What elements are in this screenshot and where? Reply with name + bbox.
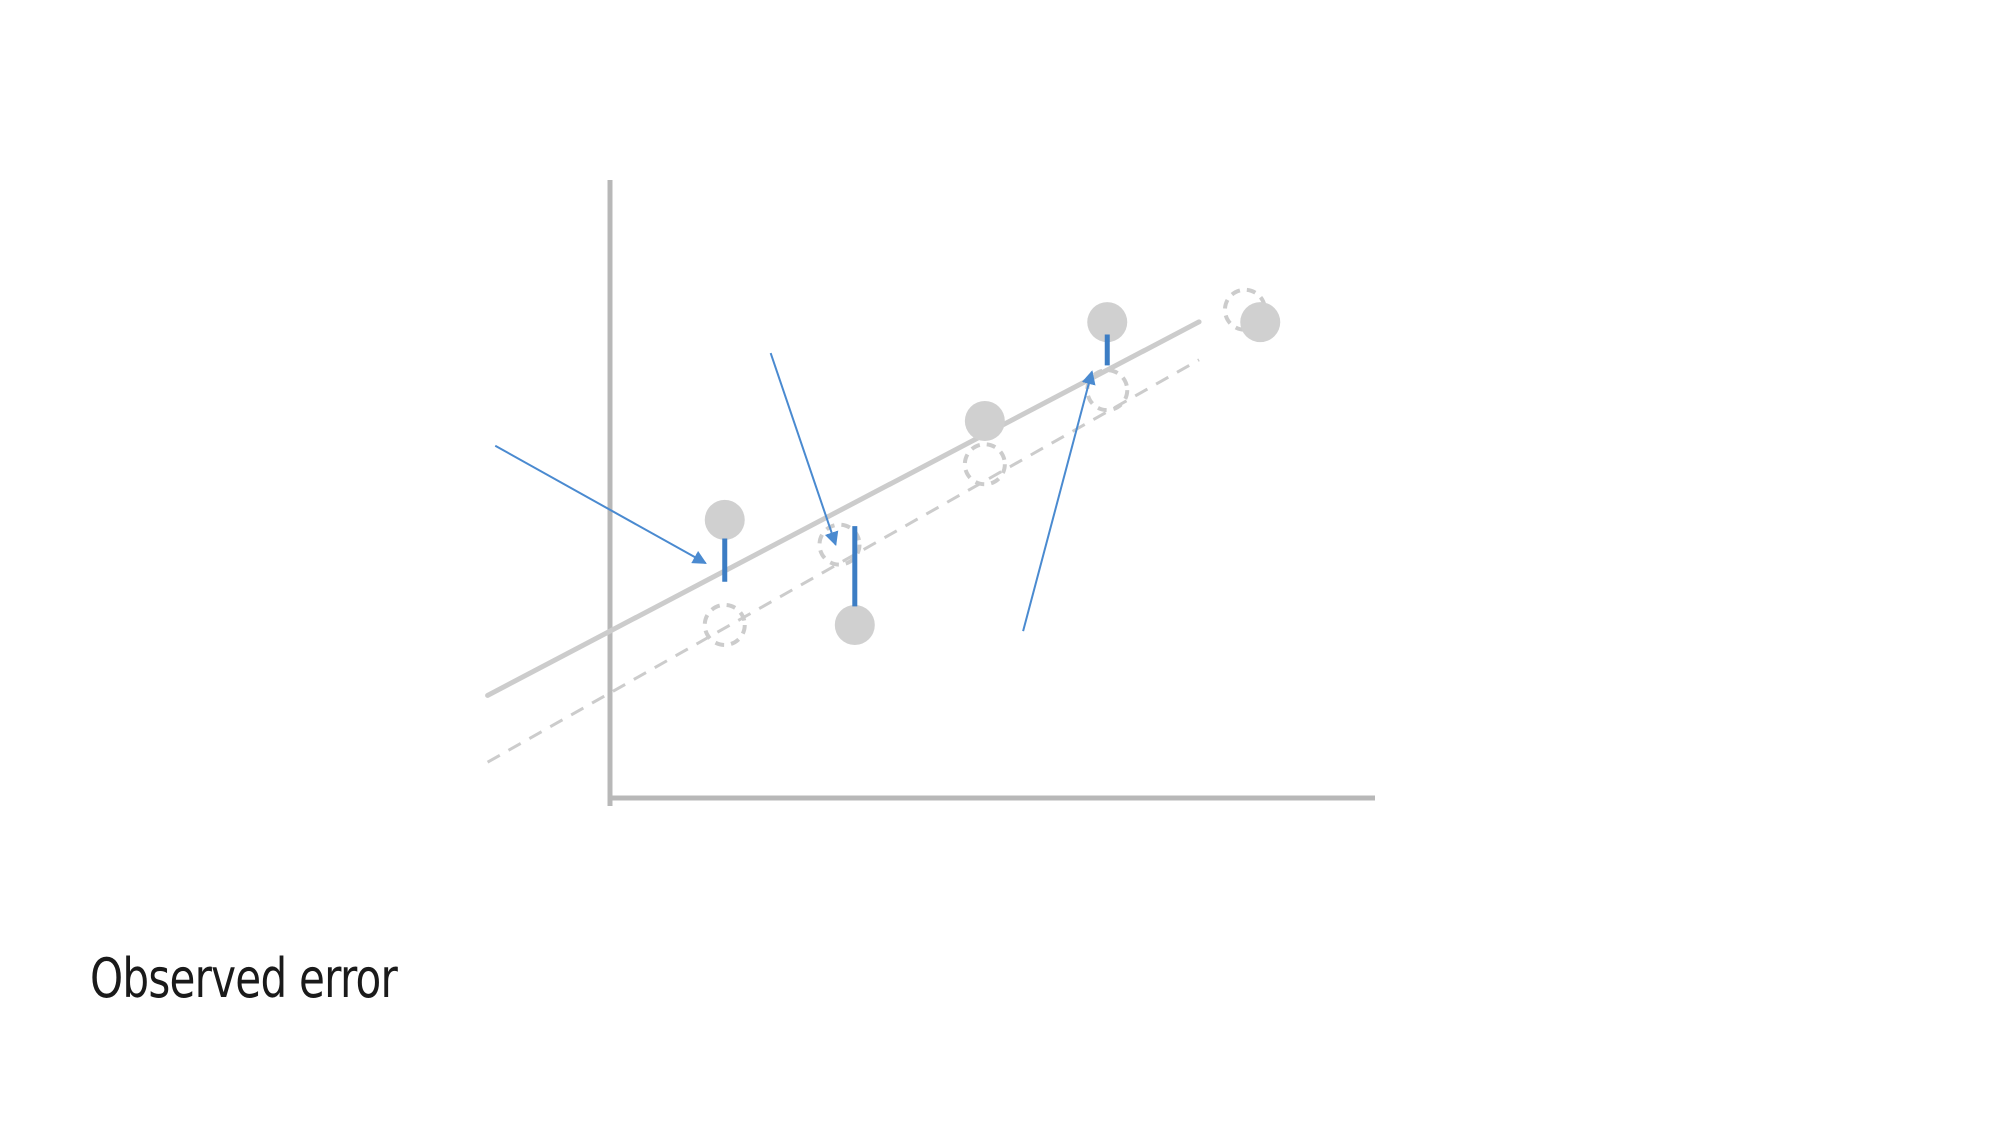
annotation-arrow-2 xyxy=(769,352,839,546)
slide-caption: Observed error xyxy=(90,947,398,1010)
observed-point-4 xyxy=(1087,302,1128,343)
observed-point-5 xyxy=(1240,302,1281,343)
predicted-point-4 xyxy=(1085,368,1130,413)
predicted-point-2 xyxy=(817,522,862,567)
axes xyxy=(607,180,1375,806)
observed-point-2 xyxy=(834,604,875,645)
predicted-point-3 xyxy=(962,442,1007,487)
regression-lines xyxy=(485,319,1202,764)
annotation-arrow-3 xyxy=(1022,370,1096,632)
error-segments xyxy=(722,334,1110,607)
predicted-point-1 xyxy=(702,602,747,647)
observed-point-1 xyxy=(704,499,745,540)
fitted-line xyxy=(485,319,1202,698)
observed-point-3 xyxy=(964,401,1005,442)
true-line-dashed xyxy=(486,358,1200,764)
observed-points xyxy=(704,302,1281,645)
annotation-arrow-1 xyxy=(494,444,707,565)
annotation-arrows xyxy=(494,352,1096,632)
